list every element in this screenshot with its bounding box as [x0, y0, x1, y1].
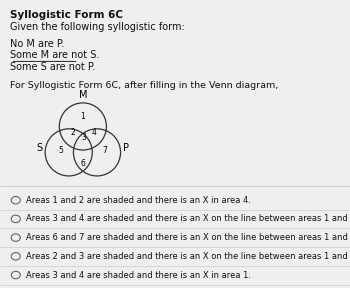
Text: Areas 3 and 4 are shaded and there is an X in area 1.: Areas 3 and 4 are shaded and there is an…: [26, 270, 251, 280]
Text: For Syllogistic Form 6C, after filling in the Venn diagram,: For Syllogistic Form 6C, after filling i…: [10, 81, 279, 90]
Text: S: S: [37, 143, 43, 154]
Text: Syllogistic Form 6C: Syllogistic Form 6C: [10, 10, 124, 20]
Text: Areas 1 and 2 are shaded and there is an X in area 4.: Areas 1 and 2 are shaded and there is an…: [26, 196, 251, 205]
Text: 4: 4: [91, 128, 96, 137]
Text: Areas 3 and 4 are shaded and there is an X on the line between areas 1 and 2.: Areas 3 and 4 are shaded and there is an…: [26, 214, 350, 223]
Text: 3: 3: [81, 133, 86, 142]
Text: 2: 2: [70, 128, 75, 137]
Text: 1: 1: [80, 112, 85, 121]
Text: Areas 2 and 3 are shaded and there is an X on the line between areas 1 and 4.: Areas 2 and 3 are shaded and there is an…: [26, 252, 350, 261]
Text: Areas 6 and 7 are shaded and there is an X on the line between areas 1 and 4.: Areas 6 and 7 are shaded and there is an…: [26, 233, 350, 242]
Text: No M are P.: No M are P.: [10, 39, 65, 49]
Text: M: M: [79, 90, 87, 100]
Text: 6: 6: [80, 159, 85, 168]
Text: 5: 5: [58, 146, 63, 155]
Text: Some M are not S.: Some M are not S.: [10, 50, 100, 60]
Text: Given the following syllogistic form:: Given the following syllogistic form:: [10, 22, 185, 32]
Text: P: P: [123, 143, 129, 154]
Text: 7: 7: [103, 146, 107, 155]
Text: Some S are not P.: Some S are not P.: [10, 62, 96, 72]
